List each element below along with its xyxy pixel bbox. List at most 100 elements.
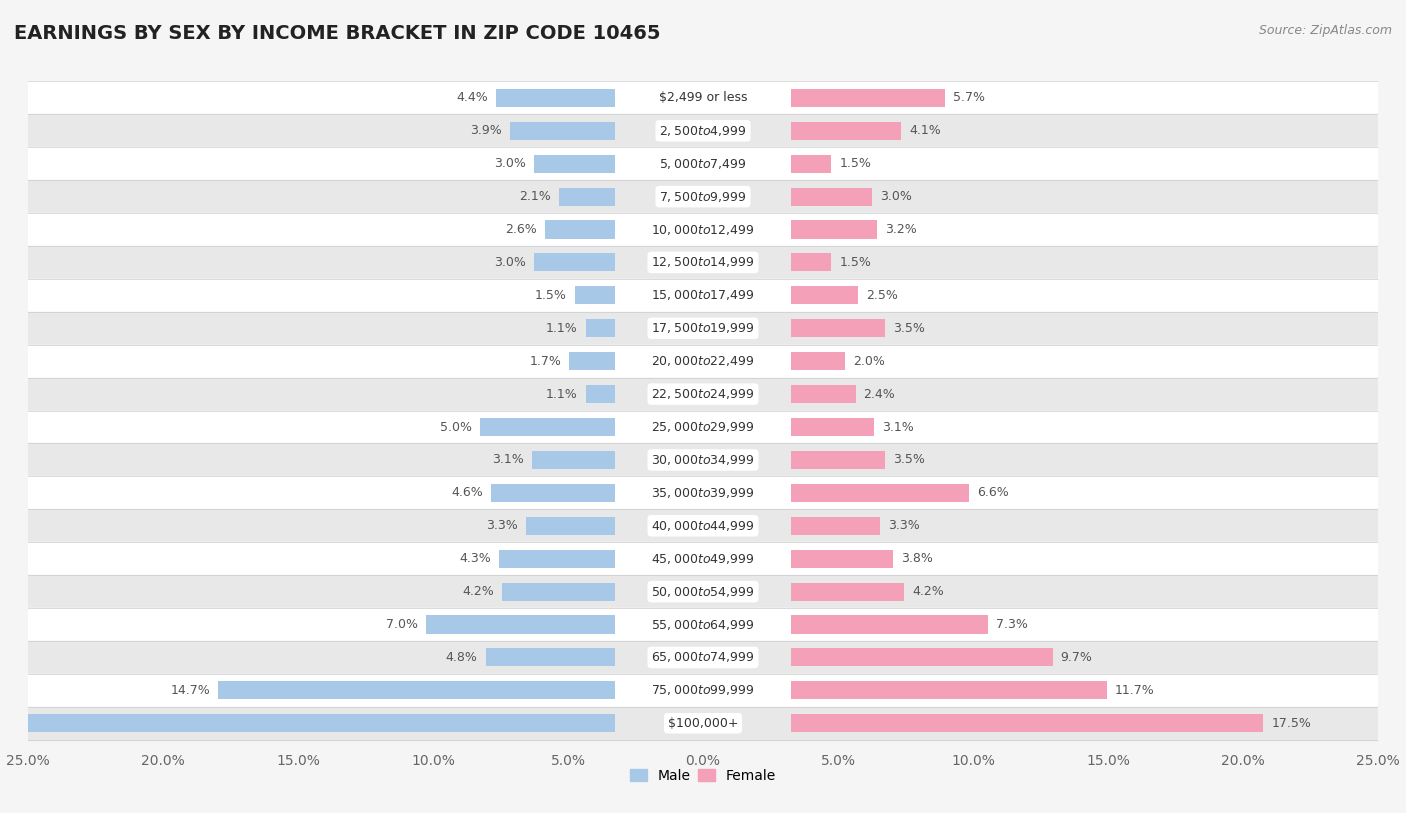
Text: 3.1%: 3.1%	[492, 454, 523, 467]
Text: 3.8%: 3.8%	[901, 552, 934, 565]
Text: $20,000 to $22,499: $20,000 to $22,499	[651, 354, 755, 368]
Text: 17.5%: 17.5%	[1271, 717, 1312, 730]
Bar	[0, 378, 1406, 411]
Text: $2,499 or less: $2,499 or less	[659, 91, 747, 104]
Text: 5.7%: 5.7%	[953, 91, 984, 104]
Text: 3.9%: 3.9%	[470, 124, 502, 137]
Bar	[790, 352, 845, 370]
Bar	[546, 220, 616, 238]
Text: 2.1%: 2.1%	[519, 190, 551, 203]
Text: 4.4%: 4.4%	[457, 91, 488, 104]
Bar	[0, 715, 616, 733]
Bar	[526, 517, 616, 535]
Text: 3.3%: 3.3%	[486, 520, 517, 533]
Text: $2,500 to $4,999: $2,500 to $4,999	[659, 124, 747, 137]
Text: $45,000 to $49,999: $45,000 to $49,999	[651, 552, 755, 566]
Bar	[481, 418, 616, 436]
Bar	[0, 279, 1406, 312]
Bar	[0, 81, 1406, 115]
Bar	[0, 246, 1406, 279]
Text: $22,500 to $24,999: $22,500 to $24,999	[651, 387, 755, 401]
Text: $40,000 to $44,999: $40,000 to $44,999	[651, 519, 755, 533]
Bar	[534, 254, 616, 272]
Legend: Male, Female: Male, Female	[624, 763, 782, 789]
Text: 3.2%: 3.2%	[886, 223, 917, 236]
Text: 3.5%: 3.5%	[893, 454, 925, 467]
Text: 4.2%: 4.2%	[912, 585, 943, 598]
Bar	[531, 451, 616, 469]
Bar	[790, 517, 880, 535]
Bar	[0, 706, 1406, 740]
Text: 1.1%: 1.1%	[546, 388, 578, 401]
Bar	[496, 89, 616, 107]
Bar	[790, 550, 893, 567]
Text: 3.5%: 3.5%	[893, 322, 925, 335]
Bar	[491, 484, 616, 502]
Text: 4.8%: 4.8%	[446, 651, 478, 664]
Bar	[585, 320, 616, 337]
Bar	[0, 608, 1406, 641]
Text: 14.7%: 14.7%	[170, 684, 211, 697]
Bar	[790, 451, 886, 469]
Text: 1.5%: 1.5%	[839, 157, 872, 170]
Bar	[0, 147, 1406, 180]
Text: 1.7%: 1.7%	[530, 354, 561, 367]
Bar	[0, 542, 1406, 575]
Text: 1.5%: 1.5%	[534, 289, 567, 302]
Text: $15,000 to $17,499: $15,000 to $17,499	[651, 289, 755, 302]
Bar	[499, 550, 616, 567]
Text: 3.0%: 3.0%	[495, 157, 526, 170]
Bar	[0, 115, 1406, 147]
Text: 2.6%: 2.6%	[505, 223, 537, 236]
Text: 1.5%: 1.5%	[839, 256, 872, 269]
Bar	[218, 681, 616, 699]
Bar	[0, 180, 1406, 213]
Bar	[0, 476, 1406, 509]
Text: 1.1%: 1.1%	[546, 322, 578, 335]
Text: 4.1%: 4.1%	[910, 124, 941, 137]
Text: $7,500 to $9,999: $7,500 to $9,999	[659, 189, 747, 203]
Bar	[0, 411, 1406, 443]
Bar	[426, 615, 616, 633]
Text: $55,000 to $64,999: $55,000 to $64,999	[651, 618, 755, 632]
Bar	[585, 385, 616, 403]
Text: 4.6%: 4.6%	[451, 486, 484, 499]
Text: 3.3%: 3.3%	[889, 520, 920, 533]
Text: 2.4%: 2.4%	[863, 388, 896, 401]
Text: 4.2%: 4.2%	[463, 585, 494, 598]
Bar	[502, 583, 616, 601]
Text: 2.5%: 2.5%	[866, 289, 898, 302]
Text: $5,000 to $7,499: $5,000 to $7,499	[659, 157, 747, 171]
Text: 7.3%: 7.3%	[995, 618, 1028, 631]
Bar	[0, 213, 1406, 246]
Bar	[790, 122, 901, 140]
Text: 3.1%: 3.1%	[883, 420, 914, 433]
Bar	[790, 649, 1053, 667]
Bar	[790, 615, 988, 633]
Text: $75,000 to $99,999: $75,000 to $99,999	[651, 684, 755, 698]
Bar	[790, 154, 831, 172]
Bar	[0, 443, 1406, 476]
Bar	[790, 418, 875, 436]
Text: $50,000 to $54,999: $50,000 to $54,999	[651, 585, 755, 598]
Text: 7.0%: 7.0%	[387, 618, 418, 631]
Bar	[790, 254, 831, 272]
Bar	[790, 220, 877, 238]
Bar	[485, 649, 616, 667]
Text: 9.7%: 9.7%	[1060, 651, 1092, 664]
Text: 11.7%: 11.7%	[1115, 684, 1154, 697]
Bar	[0, 641, 1406, 674]
Bar	[0, 312, 1406, 345]
Bar	[790, 681, 1107, 699]
Bar	[790, 583, 904, 601]
Text: $30,000 to $34,999: $30,000 to $34,999	[651, 453, 755, 467]
Text: $17,500 to $19,999: $17,500 to $19,999	[651, 321, 755, 335]
Text: $12,500 to $14,999: $12,500 to $14,999	[651, 255, 755, 269]
Bar	[790, 715, 1263, 733]
Bar	[790, 188, 872, 206]
Text: 4.3%: 4.3%	[460, 552, 491, 565]
Bar	[510, 122, 616, 140]
Bar	[558, 188, 616, 206]
Text: $100,000+: $100,000+	[668, 717, 738, 730]
Text: EARNINGS BY SEX BY INCOME BRACKET IN ZIP CODE 10465: EARNINGS BY SEX BY INCOME BRACKET IN ZIP…	[14, 24, 661, 43]
